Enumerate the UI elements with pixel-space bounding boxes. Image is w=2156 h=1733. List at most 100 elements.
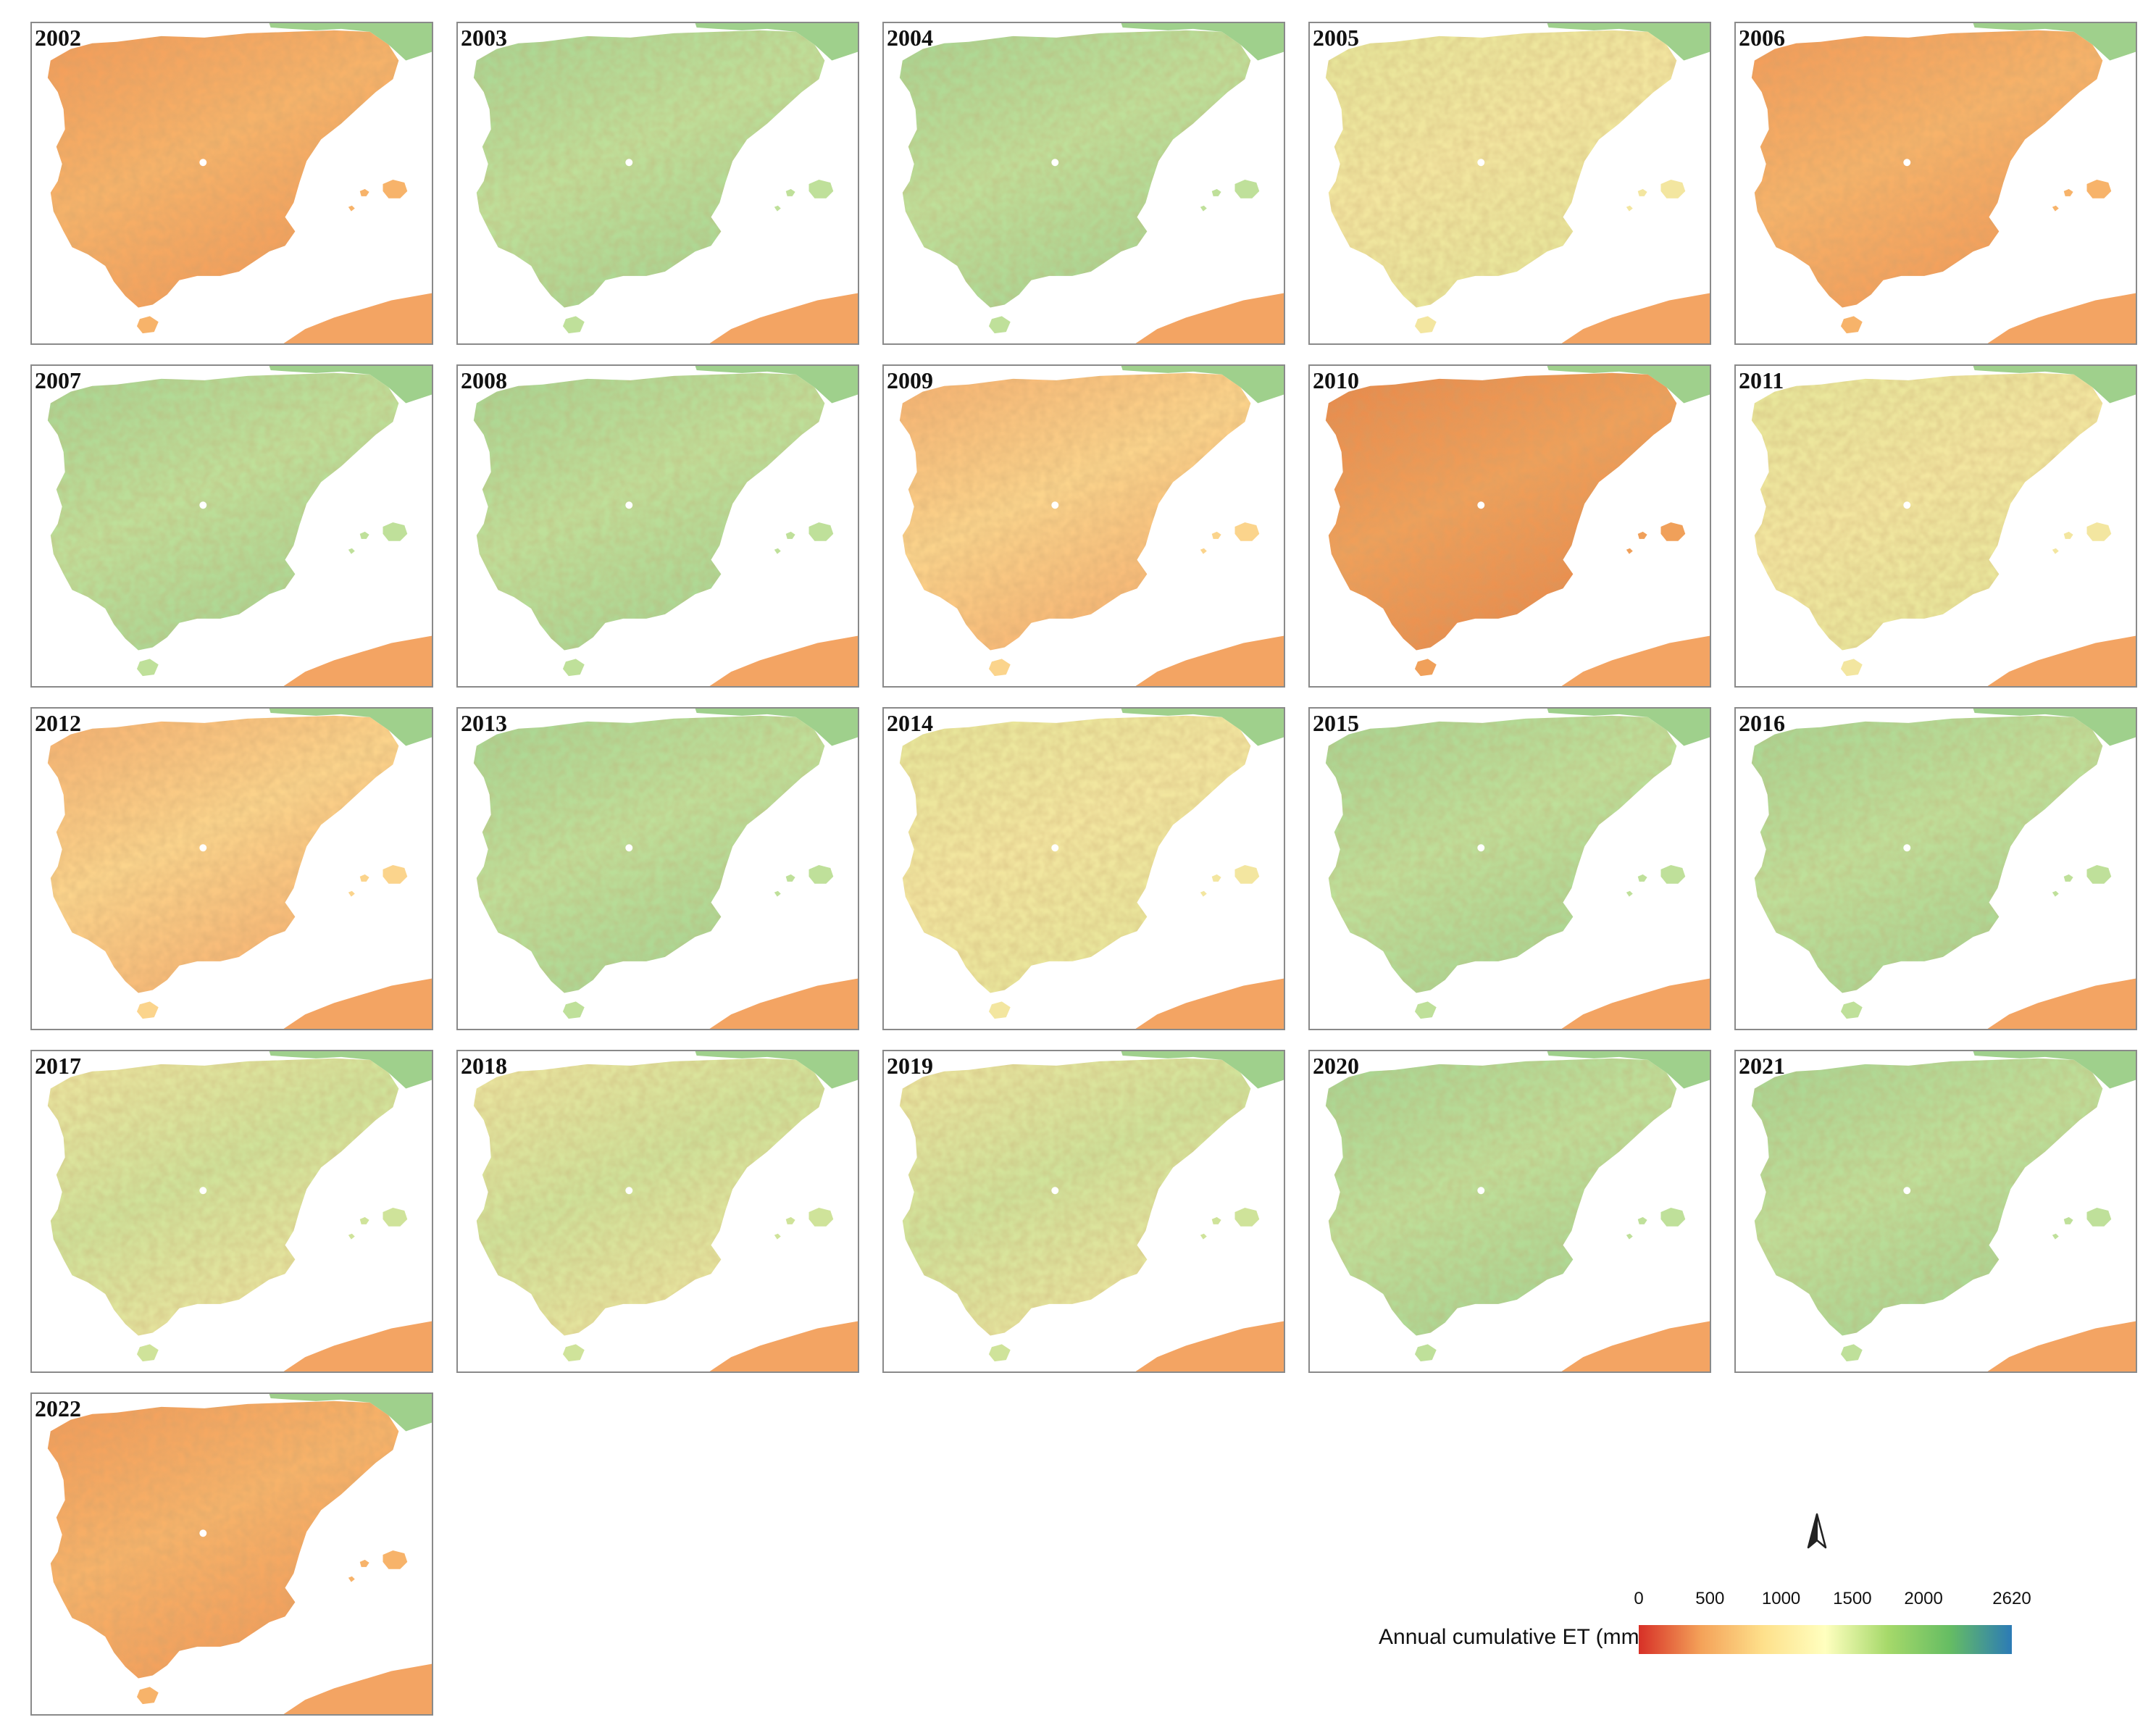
north-africa-region — [709, 293, 858, 343]
madrid-marker — [1477, 1187, 1485, 1195]
et-texture — [899, 30, 1251, 308]
legend-tick-label: 1000 — [1761, 1589, 1801, 1608]
et-texture — [47, 1058, 399, 1336]
balearic-island — [2063, 1216, 2073, 1224]
gibraltar-tip — [136, 1687, 159, 1705]
madrid-marker — [1903, 844, 1911, 852]
balearic-island — [1211, 874, 1221, 882]
france-region — [1973, 366, 2136, 404]
madrid-marker — [199, 1187, 207, 1195]
et-map-2006 — [1751, 23, 2136, 343]
france-region — [1973, 23, 2136, 61]
france-region — [269, 366, 432, 404]
balearic-island — [2063, 874, 2073, 882]
et-map-2016 — [1751, 709, 2136, 1029]
balearic-island — [808, 865, 834, 884]
madrid-marker — [1903, 501, 1911, 509]
gibraltar-tip — [1840, 1344, 1863, 1362]
gibraltar-tip — [1840, 1001, 1863, 1019]
balearic-island — [774, 548, 781, 554]
balearic-island — [1660, 1208, 1686, 1227]
et-texture — [47, 1400, 399, 1679]
et-texture — [899, 1058, 1251, 1336]
madrid-marker — [199, 159, 207, 167]
et-texture — [473, 715, 825, 993]
panel-year-label: 2004 — [887, 25, 933, 51]
legend-tick-label: 2000 — [1904, 1589, 1943, 1608]
gibraltar-tip — [1840, 659, 1863, 677]
madrid-marker — [1051, 501, 1059, 509]
map-panel-2002: 2002 — [30, 22, 433, 345]
et-map-2020 — [1325, 1051, 1710, 1371]
et-texture — [1751, 372, 2103, 651]
north-africa-region — [283, 293, 432, 343]
balearic-island — [348, 1576, 355, 1582]
france-region — [1121, 23, 1284, 61]
balearic-island — [1626, 890, 1633, 897]
north-africa-region — [1135, 978, 1284, 1029]
gibraltar-tip — [136, 659, 159, 677]
et-texture — [899, 372, 1251, 651]
gibraltar-tip — [562, 1001, 585, 1019]
map-panel-2017: 2017 — [30, 1050, 433, 1373]
balearic-island — [808, 522, 834, 541]
balearic-island — [359, 874, 369, 882]
gibraltar-tip — [562, 1344, 585, 1362]
balearic-island — [383, 1550, 408, 1569]
panel-year-label: 2021 — [1739, 1053, 1785, 1079]
gibraltar-tip — [988, 659, 1011, 677]
france-region — [1547, 1051, 1710, 1089]
et-map-2018 — [473, 1051, 858, 1371]
north-arrow-icon — [1807, 1513, 1827, 1549]
balearic-island — [359, 531, 369, 539]
panel-year-label: 2018 — [461, 1053, 507, 1079]
panel-year-label: 2014 — [887, 710, 933, 736]
map-panel-2019: 2019 — [882, 1050, 1285, 1373]
legend-tick-label: 0 — [1634, 1589, 1644, 1608]
et-texture — [1751, 715, 2103, 993]
france-region — [695, 1051, 858, 1089]
balearic-island — [383, 865, 408, 884]
balearic-island — [1637, 1216, 1647, 1224]
map-panel-2018: 2018 — [456, 1050, 859, 1373]
balearic-island — [2052, 1233, 2059, 1240]
north-africa-region — [1987, 1321, 2136, 1371]
balearic-island — [383, 1208, 408, 1227]
map-panel-2003: 2003 — [456, 22, 859, 345]
balearic-island — [348, 205, 355, 212]
balearic-island — [1626, 1233, 1633, 1240]
balearic-island — [1660, 180, 1686, 199]
legend-tick-label: 1500 — [1833, 1589, 1872, 1608]
map-panel-2022: 2022 — [30, 1392, 433, 1716]
panel-year-label: 2013 — [461, 710, 507, 736]
balearic-island — [1234, 1208, 1260, 1227]
france-region — [695, 23, 858, 61]
france-region — [1973, 709, 2136, 746]
panel-year-label: 2006 — [1739, 25, 1785, 51]
balearic-island — [808, 1208, 834, 1227]
balearic-island — [1211, 531, 1221, 539]
france-region — [1121, 1051, 1284, 1089]
north-africa-region — [709, 1321, 858, 1371]
balearic-island — [1200, 205, 1207, 212]
madrid-marker — [199, 844, 207, 852]
panel-year-label: 2015 — [1313, 710, 1359, 736]
map-panel-2011: 2011 — [1734, 364, 2137, 688]
north-africa-region — [709, 635, 858, 686]
legend-tick-label: 500 — [1695, 1589, 1725, 1608]
gibraltar-tip — [988, 1344, 1011, 1362]
north-africa-region — [1561, 1321, 1710, 1371]
balearic-island — [1234, 522, 1260, 541]
balearic-island — [774, 205, 781, 212]
madrid-marker — [625, 501, 633, 509]
madrid-marker — [1051, 159, 1059, 167]
legend-tick-label: 2620 — [1992, 1589, 2031, 1608]
map-panel-2006: 2006 — [1734, 22, 2137, 345]
panel-year-label: 2010 — [1313, 367, 1359, 393]
balearic-island — [348, 1233, 355, 1240]
madrid-marker — [1477, 159, 1485, 167]
et-texture — [1325, 372, 1677, 651]
et-texture — [47, 30, 399, 308]
map-panel-2008: 2008 — [456, 364, 859, 688]
balearic-island — [2052, 548, 2059, 554]
